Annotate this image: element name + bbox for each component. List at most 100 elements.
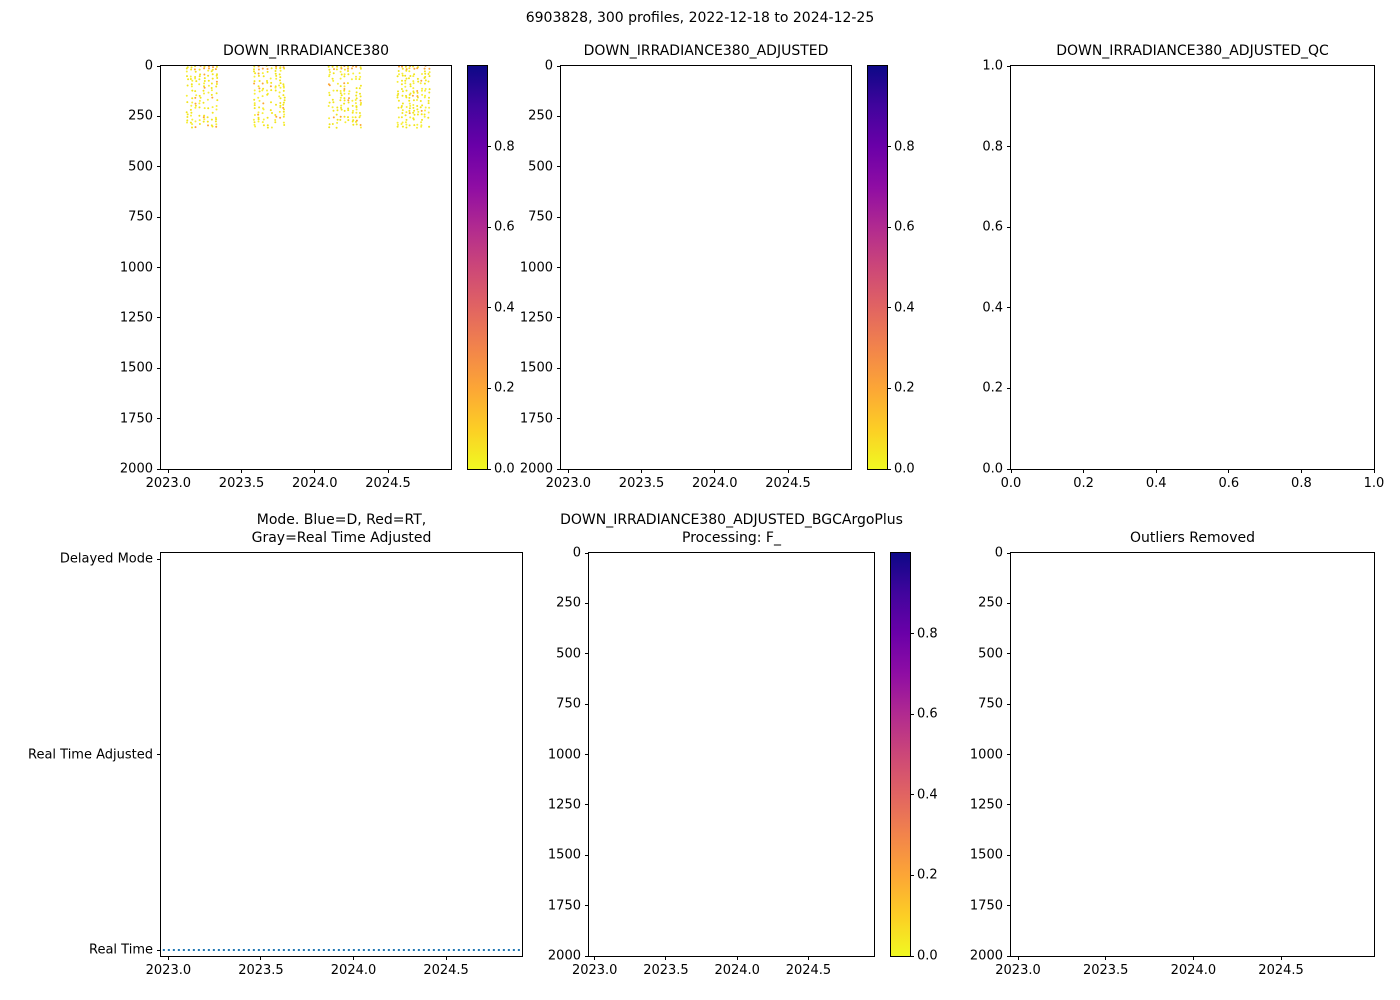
x-tick-label: 2023.5 — [238, 963, 284, 978]
y-tick-label: 0 — [994, 545, 1003, 561]
plot-title: Mode. Blue=D, Red=RT, Gray=Real Time Adju… — [252, 511, 432, 547]
colorbar-tick — [887, 307, 891, 309]
y-tick-label: 500 — [978, 646, 1003, 662]
y-category-label: Real Time Adjusted — [28, 747, 153, 762]
plot-title: DOWN_IRRADIANCE380_ADJUSTED_QC — [1056, 42, 1329, 60]
y-tick-label: 1000 — [519, 260, 553, 275]
y-tick-label: 1.0 — [982, 58, 1003, 74]
y-tick — [557, 418, 561, 420]
x-tick-label: 2024.0 — [330, 963, 377, 978]
plot-title: DOWN_IRRADIANCE380 — [223, 42, 389, 60]
colorbar-tick-label: 0.0 — [894, 461, 915, 477]
y-tick — [157, 367, 161, 369]
y-tick-label: 2000 — [119, 461, 153, 477]
plot-title-line: Gray=Real Time Adjusted — [251, 530, 432, 546]
x-tick-label: 2023.0 — [145, 476, 192, 491]
y-tick-label: 1750 — [119, 411, 153, 427]
plot-area — [561, 66, 851, 469]
y-tick — [585, 703, 589, 705]
colorbar-tick-label: 0.2 — [894, 380, 915, 396]
y-tick-label: 750 — [528, 209, 553, 225]
y-tick-label: 0.0 — [982, 461, 1003, 477]
y-tick-label: 0 — [572, 545, 581, 561]
y-tick-label: 0.4 — [982, 300, 1003, 316]
colorbar-tick — [487, 226, 491, 228]
plot-title-line: Processing: F_ — [682, 530, 781, 546]
y-tick-label: 1250 — [547, 797, 581, 813]
x-tick-label: 2023.0 — [995, 963, 1041, 978]
colorbar: 0.0 0.2 0.4 0.6 0.8 — [467, 65, 515, 477]
y-tick-label: 500 — [528, 159, 553, 175]
y-tick — [557, 317, 561, 319]
y-tick — [157, 558, 161, 560]
figure-suptitle: 6903828, 300 profiles, 2022-12-18 to 202… — [525, 10, 875, 26]
y-tick — [1007, 65, 1011, 67]
x-tick — [714, 469, 716, 473]
y-tick-label: 1250 — [969, 797, 1003, 813]
y-tick-label: 750 — [128, 209, 153, 225]
x-tick-label: 2024.5 — [423, 963, 469, 978]
x-tick — [665, 956, 667, 960]
x-tick — [167, 956, 169, 960]
colorbar-tick-label: 0.6 — [494, 219, 515, 235]
x-tick — [736, 956, 738, 960]
y-tick-label: 2000 — [969, 948, 1003, 964]
y-tick-label: 1250 — [119, 310, 153, 326]
y-tick — [1007, 905, 1011, 907]
x-tick-label: 2023.0 — [545, 476, 592, 491]
colorbar-tick-label: 0.2 — [917, 867, 938, 883]
y-tick — [157, 418, 161, 420]
plot-title-line: Outliers Removed — [1130, 530, 1255, 546]
y-tick-label: 2000 — [519, 461, 553, 477]
x-tick-label: 2023.0 — [571, 963, 618, 978]
y-tick-label: 1000 — [119, 260, 153, 275]
y-tick-label: 1000 — [969, 747, 1003, 762]
colorbar-tick — [910, 874, 914, 876]
y-tick — [157, 468, 161, 470]
colorbar-tick — [487, 387, 491, 389]
y-tick — [1007, 602, 1011, 604]
y-tick — [157, 949, 161, 951]
y-tick — [557, 115, 561, 117]
y-tick-label: 250 — [528, 108, 553, 124]
y-tick — [585, 653, 589, 655]
x-tick — [594, 956, 596, 960]
x-tick-label: 2023.5 — [218, 476, 265, 491]
plot-area — [185, 66, 431, 129]
colorbar-tick — [910, 633, 914, 635]
colorbar: 0.0 0.2 0.4 0.6 0.8 — [867, 65, 915, 477]
y-tick-label: 0 — [544, 58, 553, 74]
y-category-label: Delayed Mode — [59, 551, 153, 567]
colorbar-tick-label: 0.8 — [917, 626, 938, 642]
y-tick-label: 0.6 — [982, 219, 1003, 235]
y-tick — [1007, 468, 1011, 470]
scatter-points — [185, 66, 431, 129]
plot-title-line: DOWN_IRRADIANCE380 — [222, 43, 390, 59]
x-tick — [567, 469, 569, 473]
y-tick — [1007, 307, 1011, 309]
x-tick-label: 0.0 — [1000, 476, 1022, 491]
y-tick — [557, 166, 561, 168]
colorbar-tick — [887, 387, 891, 389]
x-tick — [1010, 469, 1012, 473]
y-tick — [1007, 653, 1011, 655]
x-tick-label: 2024.0 — [292, 476, 338, 491]
colorbar-tick-label: 0.0 — [917, 948, 938, 964]
x-tick — [314, 469, 316, 473]
colorbar-tick — [887, 226, 891, 228]
y-tick — [157, 317, 161, 319]
y-tick-label: 1750 — [519, 411, 553, 427]
y-tick — [1007, 754, 1011, 755]
colorbar-tick — [487, 468, 491, 470]
x-tick-label: 2023.0 — [145, 963, 192, 978]
y-tick — [557, 65, 561, 67]
x-tick-label: 2024.5 — [1258, 963, 1304, 978]
plot-title: DOWN_IRRADIANCE380_ADJUSTED_BGCArgoPlus P… — [560, 511, 903, 547]
y-tick — [585, 602, 589, 604]
plot-area — [589, 553, 874, 956]
colorbar-tick-label: 0.8 — [894, 139, 915, 155]
y-tick-label: 250 — [556, 595, 581, 611]
x-tick-label: 2024.0 — [714, 963, 760, 978]
y-tick-label: 1750 — [547, 898, 581, 914]
